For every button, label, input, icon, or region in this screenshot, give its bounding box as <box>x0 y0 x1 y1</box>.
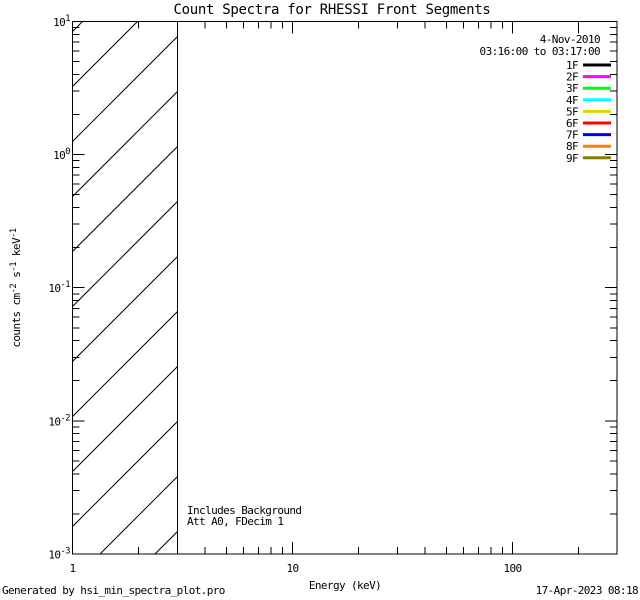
legend-entry-label: 2F <box>566 71 578 84</box>
legend-entry-label: 6F <box>566 117 578 130</box>
hatch-line <box>72 310 178 418</box>
legend-entry-label: 4F <box>566 94 578 107</box>
legend-entry-label: 1F <box>566 59 578 72</box>
y-tick-label: 10-2 <box>48 413 70 428</box>
plot-frame-border <box>72 21 618 555</box>
x-tick-label: 10 <box>286 562 298 575</box>
y-tick-label: 101 <box>53 14 70 29</box>
chart-title: Count Spectra for RHESSI Front Segments <box>173 2 490 18</box>
hatch-line <box>72 420 178 528</box>
x-tick-label: 100 <box>503 562 521 575</box>
legend-entry-label: 7F <box>566 129 578 142</box>
hatch-line <box>72 365 178 473</box>
hatched-low-energy-region <box>72 21 178 554</box>
y-axis-tick-labels: 101 100 10-1 10-2 10-3 <box>48 14 70 561</box>
annotation-attenuator-state: Att A0, FDecim 1 <box>187 515 283 528</box>
x-tick-label: 1 <box>69 562 75 575</box>
hatch-line <box>72 255 178 363</box>
hatch-line <box>72 200 178 308</box>
plot-axes <box>72 21 618 555</box>
y-tick-label: 100 <box>53 147 70 162</box>
footer-timestamp: 17-Apr-2023 08:18 <box>536 584 638 597</box>
hatch-line <box>72 145 178 253</box>
legend-date: 4-Nov-2010 <box>540 33 600 46</box>
annotation-includes-background: Includes Background <box>187 504 301 517</box>
y-tick-label: 10-3 <box>48 546 70 561</box>
y-tick-label: 10-1 <box>48 280 70 295</box>
footer-generated-by: Generated by hsi_min_spectra_plot.pro <box>2 584 225 597</box>
hatch-line <box>72 35 178 143</box>
legend-entry-label: 3F <box>566 82 578 95</box>
legend-entry-label: 8F <box>566 140 578 153</box>
legend-time-range: 03:16:00 to 03:17:00 <box>480 45 600 58</box>
legend-entry-label: 5F <box>566 105 578 118</box>
hatch-line <box>99 475 178 554</box>
legend-entry-label: 9F <box>566 152 578 165</box>
hatch-line <box>72 90 178 198</box>
y-axis-label: counts cm-2 s-1 keV-1 <box>9 228 23 347</box>
x-axis-tick-labels: 1 10 100 <box>69 562 522 575</box>
x-axis-label: Energy (keV) <box>309 579 381 592</box>
